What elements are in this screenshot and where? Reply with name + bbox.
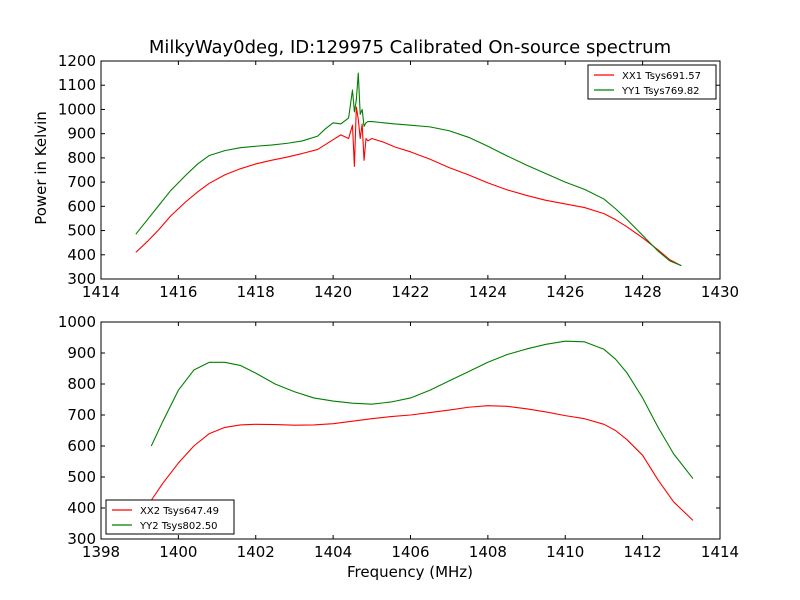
top-ytick-label: 600 (67, 197, 96, 215)
bottom-ytick-label: 400 (67, 499, 96, 517)
top-xtick-label: 1428 (624, 283, 662, 301)
top-xtick-label: 1414 (82, 283, 120, 301)
bottom-legend-box (105, 499, 235, 535)
top-xtick-label: 1430 (701, 283, 739, 301)
bottom-ytick-label: 900 (67, 344, 96, 362)
top-ytick-label: 1000 (58, 100, 96, 118)
bottom-xtick-label: 1406 (391, 543, 429, 561)
top-ytick-label: 1200 (58, 52, 96, 70)
top-legend-box (587, 64, 717, 100)
top-legend-label-1: XX1 Tsys691.57 (622, 71, 701, 82)
bottom-legend-label-2: YY2 Tsys802.50 (139, 521, 218, 532)
top-xtick-label: 1426 (546, 283, 584, 301)
bottom-ytick-label: 300 (67, 530, 96, 548)
top-ytick-label: 500 (67, 222, 96, 240)
bottom-ytick-label: 1000 (58, 313, 96, 331)
top-xtick-label: 1424 (469, 283, 507, 301)
bottom-xtick-label: 1410 (546, 543, 584, 561)
bottom-xtick-label: 1398 (82, 543, 120, 561)
top-series-line-2 (135, 72, 682, 267)
top-ytick-label: 400 (67, 246, 96, 264)
top-legend-label-2: YY1 Tsys769.82 (621, 86, 700, 97)
bottom-xtick-label: 1400 (159, 543, 197, 561)
bottom-xtick-label: 1402 (237, 543, 275, 561)
bottom-ytick-label: 700 (67, 406, 96, 424)
bottom-xtick-label: 1408 (469, 543, 507, 561)
top-xtick-label: 1420 (314, 283, 352, 301)
top-chart: 1414 1416 1418 1420 1422 1424 1426 1428 1430 300 4… (58, 52, 739, 301)
top-xtick-label: 1418 (237, 283, 275, 301)
bottom-xtick-label: 1404 (314, 543, 352, 561)
bottom-xtick-label: 1414 (701, 543, 739, 561)
bottom-legend-label-1: XX2 Tsys647.49 (140, 506, 219, 517)
top-chart-ylabel: Power in Kelvin (32, 111, 50, 225)
top-ytick-label: 1100 (58, 76, 96, 94)
bottom-chart: 1398 1400 1402 1404 1406 1408 1410 1412 1414 300 4… (58, 313, 739, 561)
top-legend: XX1 Tsys691.57 YY1 Tsys769.82 (587, 64, 717, 100)
bottom-ytick-label: 600 (67, 437, 96, 455)
top-ytick-label: 700 (67, 173, 96, 191)
top-ytick-label: 900 (67, 125, 96, 143)
top-series-line-1 (135, 106, 682, 267)
bottom-ytick-label: 800 (67, 375, 96, 393)
top-ytick-label: 300 (67, 270, 96, 288)
top-chart-title: MilkyWay0deg, ID:129975 Calibrated On-so… (149, 37, 671, 58)
top-xtick-label: 1422 (391, 283, 429, 301)
bottom-legend: XX2 Tsys647.49 YY2 Tsys802.50 (105, 499, 235, 535)
top-ytick-label: 800 (67, 149, 96, 167)
top-xtick-label: 1416 (159, 283, 197, 301)
bottom-series-line-2 (150, 340, 694, 479)
bottom-ytick-label: 500 (67, 468, 96, 486)
bottom-chart-xlabel: Frequency (MHz) (347, 563, 473, 581)
bottom-xtick-label: 1412 (624, 543, 662, 561)
bottom-series-line-1 (150, 405, 694, 521)
